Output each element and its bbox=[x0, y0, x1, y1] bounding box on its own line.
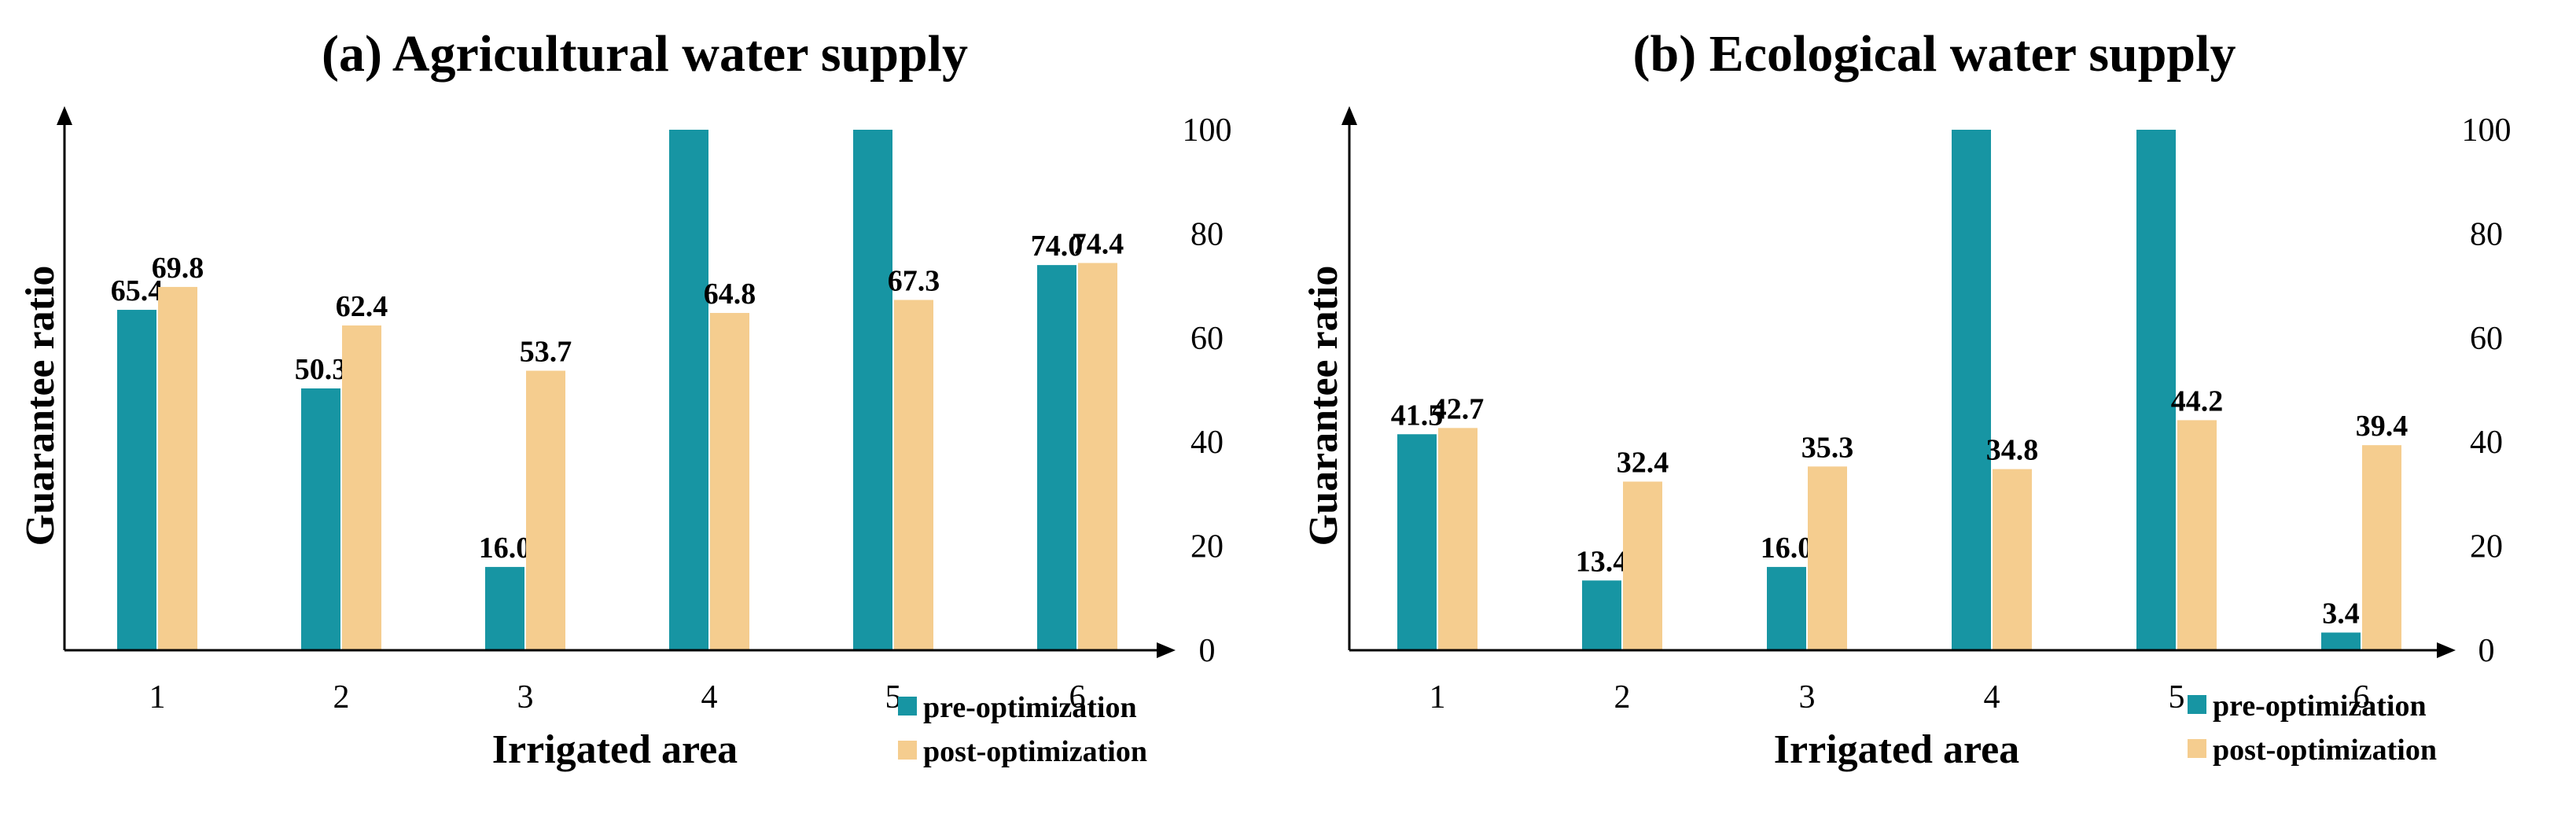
bar-post-4 bbox=[710, 313, 749, 650]
y-tick-label: 60 bbox=[2470, 321, 2503, 357]
bar-pre-6 bbox=[1037, 265, 1076, 650]
data-label-post-1: 69.8 bbox=[152, 252, 204, 285]
bar-pre-4 bbox=[669, 130, 708, 650]
data-label-post-2: 32.4 bbox=[1617, 447, 1669, 480]
y-tick-label: 60 bbox=[1190, 321, 1224, 357]
data-label-post-3: 35.3 bbox=[1801, 431, 1854, 464]
bar-post-5 bbox=[894, 300, 933, 650]
bar-post-3 bbox=[526, 370, 565, 650]
x-axis-title: Irrigated area bbox=[492, 727, 738, 772]
bar-post-1 bbox=[1438, 428, 1478, 650]
x-tick-label: 6 bbox=[2353, 679, 2370, 716]
x-tick-label: 4 bbox=[701, 679, 718, 716]
bar-post-2 bbox=[1623, 481, 1662, 650]
legend-label-pre: pre-optimization bbox=[2213, 690, 2427, 723]
bar-post-1 bbox=[158, 286, 197, 650]
bar-post-6 bbox=[2362, 445, 2401, 650]
data-label-post-6: 39.4 bbox=[2356, 410, 2409, 443]
data-label-pre-3: 16.0 bbox=[479, 532, 532, 565]
data-label-post-2: 62.4 bbox=[336, 290, 388, 323]
legend-swatch-post bbox=[2188, 739, 2206, 758]
data-label-pre-3: 16.0 bbox=[1761, 532, 1813, 565]
y-tick-label: 0 bbox=[1199, 633, 1216, 669]
x-tick-label: 1 bbox=[149, 679, 166, 716]
data-label-post-1: 42.7 bbox=[1432, 392, 1485, 425]
data-label-pre-6: 74.0 bbox=[1031, 230, 1084, 263]
legend-label-post: post-optimization bbox=[923, 735, 1147, 768]
legend: pre-optimization post-optimization bbox=[2188, 690, 2437, 767]
data-label-post-4: 64.8 bbox=[704, 278, 756, 311]
legend-swatch-pre bbox=[2188, 695, 2206, 714]
data-label-pre-6: 3.4 bbox=[2322, 597, 2360, 630]
y-tick-label: 40 bbox=[2470, 425, 2503, 461]
bar-post-3 bbox=[1808, 466, 1847, 650]
x-tick-label: 2 bbox=[333, 679, 350, 716]
legend: pre-optimization post-optimization bbox=[898, 691, 1147, 768]
data-label-pre-1: 65.4 bbox=[111, 274, 164, 307]
x-tick-label: 3 bbox=[1799, 679, 1816, 716]
data-label-post-5: 44.2 bbox=[2171, 384, 2224, 418]
y-axis-arrow bbox=[1341, 106, 1357, 125]
bar-post-2 bbox=[342, 325, 381, 650]
y-tick-label: 0 bbox=[2478, 633, 2495, 669]
data-label-pre-2: 13.4 bbox=[1576, 545, 1628, 578]
x-tick-label: 6 bbox=[1069, 679, 1086, 716]
bar-pre-1 bbox=[117, 310, 156, 650]
bar-pre-6 bbox=[2321, 632, 2361, 650]
y-tick-label: 100 bbox=[1183, 112, 1232, 149]
bar-post-5 bbox=[2177, 420, 2217, 650]
y-axis-arrow bbox=[57, 106, 72, 125]
chart-panel-a: (a) Agricultural water supply65.469.8150… bbox=[18, 25, 1232, 772]
legend-label-post: post-optimization bbox=[2213, 734, 2437, 767]
y-tick-label: 80 bbox=[2470, 216, 2503, 252]
data-label-pre-2: 50.3 bbox=[295, 353, 348, 386]
y-tick-label: 80 bbox=[1190, 216, 1224, 252]
data-label-post-3: 53.7 bbox=[520, 336, 572, 369]
chart-panel-b: (b) Ecological water supply 41.542.7 1 13.4… bbox=[1301, 25, 2512, 772]
bar-pre-3 bbox=[485, 567, 524, 650]
data-label-post-5: 67.3 bbox=[888, 264, 940, 297]
bar-post-6 bbox=[1078, 263, 1117, 650]
data-label-pre-1: 41.5 bbox=[1391, 399, 1444, 432]
x-tick-label: 1 bbox=[1430, 679, 1446, 716]
legend-label-pre: pre-optimization bbox=[923, 691, 1137, 724]
x-tick-label: 5 bbox=[885, 679, 902, 716]
x-tick-label: 3 bbox=[517, 679, 534, 716]
bar-pre-1 bbox=[1397, 434, 1437, 650]
bar-pre-2 bbox=[1582, 580, 1621, 650]
y-tick-label: 20 bbox=[1190, 529, 1224, 565]
y-tick-label: 100 bbox=[2462, 112, 2512, 149]
data-label-post-4: 34.8 bbox=[1986, 434, 2039, 467]
legend-swatch-pre bbox=[898, 697, 917, 716]
bar-pre-5 bbox=[2136, 130, 2176, 650]
x-axis-title: Irrigated area bbox=[1774, 727, 2019, 772]
data-label-post-6: 74.4 bbox=[1072, 227, 1124, 260]
bar-pre-5 bbox=[853, 130, 892, 650]
bar-pre-4 bbox=[1952, 130, 1991, 650]
bar-pre-3 bbox=[1767, 567, 1806, 650]
y-axis-title: Guarantee ratio bbox=[1301, 266, 1346, 546]
legend-swatch-post bbox=[898, 741, 917, 760]
x-axis-arrow bbox=[2437, 642, 2456, 658]
x-axis-arrow bbox=[1157, 642, 1176, 658]
bar-pre-2 bbox=[301, 388, 340, 650]
x-tick-label: 2 bbox=[1614, 679, 1631, 716]
y-tick-label: 20 bbox=[2470, 529, 2503, 565]
y-axis-title: Guarantee ratio bbox=[18, 266, 63, 546]
chart-title: (b) Ecological water supply bbox=[1633, 25, 2236, 83]
y-tick-label: 40 bbox=[1190, 425, 1224, 461]
x-tick-label: 4 bbox=[1984, 679, 2000, 716]
bar-post-4 bbox=[1993, 469, 2032, 650]
x-tick-label: 5 bbox=[2169, 679, 2185, 716]
chart-title: (a) Agricultural water supply bbox=[322, 25, 968, 83]
